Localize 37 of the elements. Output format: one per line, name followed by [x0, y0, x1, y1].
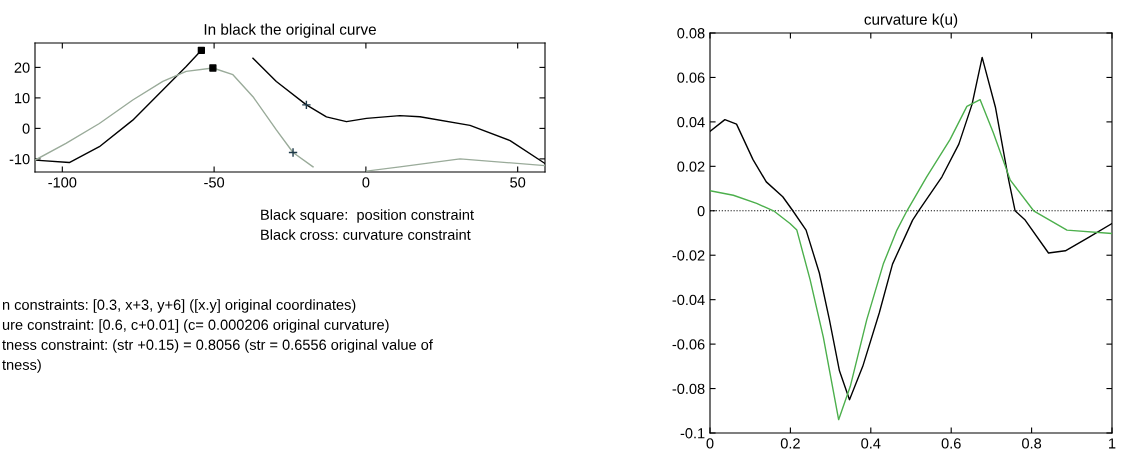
- y-tick-label: -0.08: [672, 383, 705, 394]
- y-tick-label: -0.1: [680, 428, 705, 439]
- line-series: [710, 98, 1112, 421]
- x-tick-label: 0: [362, 177, 370, 188]
- y-tick-label: 0.06: [677, 72, 705, 83]
- text: ure constraint: [0.6, c+0.01] (c= 0.000206 original curvature): [2, 319, 389, 333]
- point: [209, 64, 217, 72]
- text: n constraints: [0.3, x+3, y+6] ([x.y] original coordinates): [2, 299, 356, 313]
- y-tick-label: 10: [15, 92, 30, 104]
- point: [197, 46, 205, 54]
- x-tick-label: 0.6: [941, 438, 961, 449]
- point: [301, 100, 312, 110]
- y-tick-label: 20: [14, 62, 30, 73]
- y-tick-label: 0: [697, 205, 705, 217]
- text: Black cross: curvature constraint: [261, 229, 471, 240]
- text: tness constraint: (str +0.15) = 0.8056 (str = 0.6556 original value of: [2, 339, 433, 353]
- text: tness): [2, 359, 41, 373]
- chart-title: curvature k(u): [864, 13, 958, 28]
- x-tick-label: 0.4: [861, 438, 881, 449]
- y-tick-label: 0.02: [677, 161, 705, 172]
- y-tick-label: -0.04: [672, 294, 705, 306]
- y-tick-label: -10: [9, 153, 30, 165]
- y-tick-label: 0.08: [677, 28, 705, 39]
- point: [288, 147, 298, 158]
- x-tick-label: 0.2: [780, 438, 800, 449]
- x-tick-label: -50: [204, 177, 225, 188]
- y-tick-label: -0.06: [672, 339, 705, 350]
- y-tick-label: 0.04: [677, 116, 705, 128]
- chart-title: In black the original curve: [204, 23, 376, 38]
- x-tick-label: 0: [706, 438, 714, 449]
- x-tick-label: 1: [1109, 438, 1116, 449]
- x-tick-label: 50: [510, 177, 526, 188]
- x-tick-label: 0.8: [1022, 438, 1042, 449]
- text: Black square: position constraint: [261, 209, 474, 223]
- x-tick-label: -100: [48, 177, 77, 188]
- y-tick-label: 0: [22, 123, 30, 134]
- y-tick-label: -0.02: [672, 250, 705, 261]
